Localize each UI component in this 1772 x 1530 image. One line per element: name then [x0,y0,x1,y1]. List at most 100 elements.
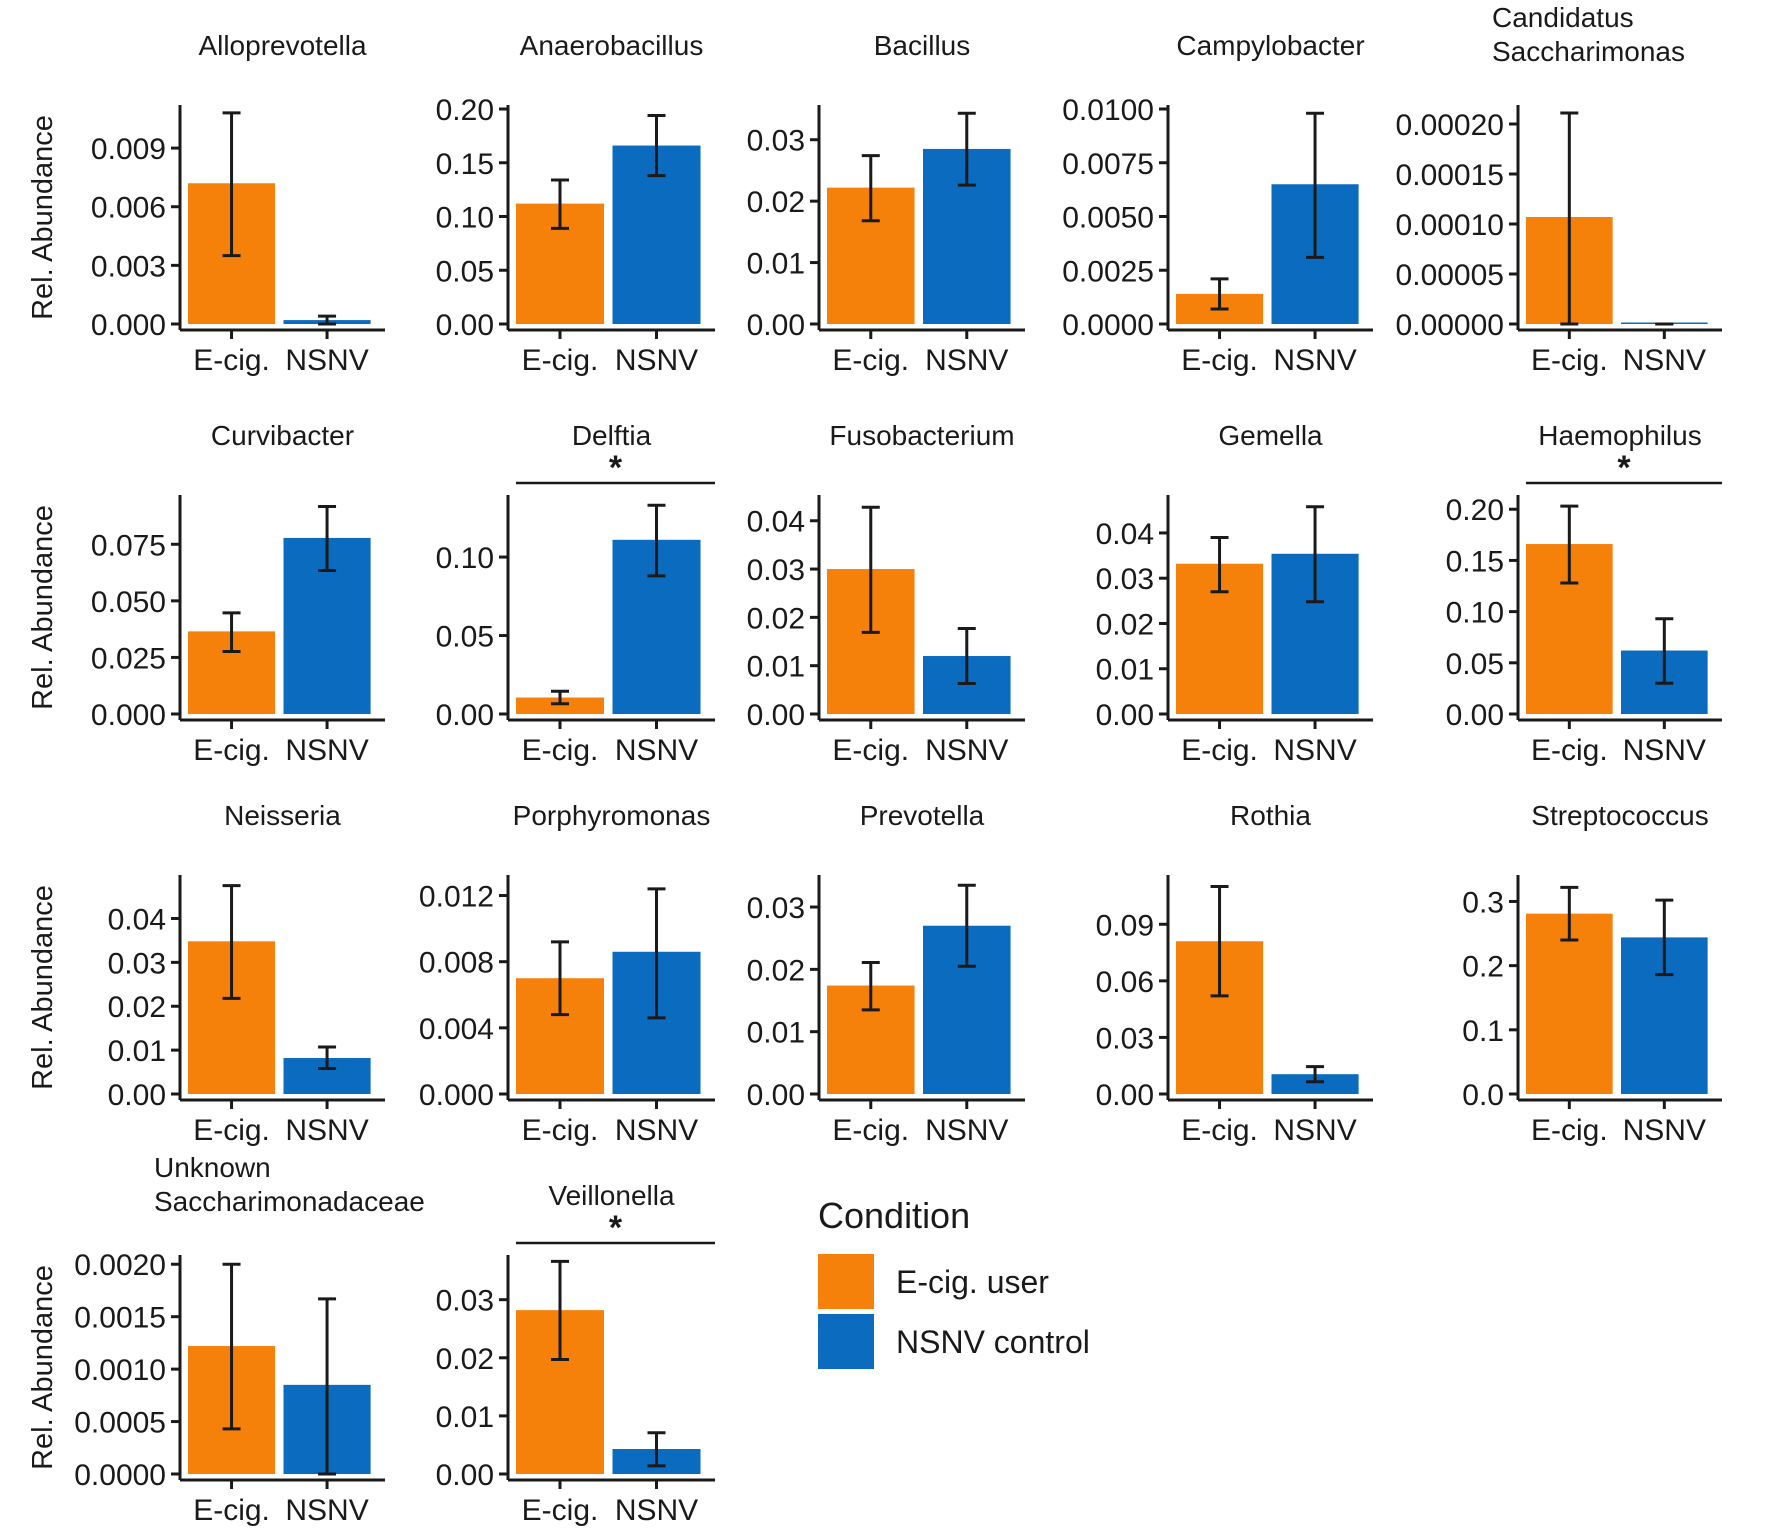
panel-title: Veillonella [548,1180,675,1211]
y-tick-label: 0.01 [747,651,805,684]
x-tick-label: NSNV [1623,344,1706,377]
chart-panel-3: 0.0000 0.0025 0.0050 0.0075 0.0100 E-cig. NSNV… [1062,30,1373,377]
y-tick-label: 0.012 [419,881,494,914]
panel-title: Delftia [572,420,652,451]
y-tick-label: 0.0005 [74,1407,166,1440]
y-tick-label: 0.050 [91,586,166,619]
y-tick-label: 0.10 [436,542,494,575]
x-tick-label: E-cig. [193,344,270,377]
y-tick-label: 0.02 [747,602,805,635]
panel-title: Haemophilus [1538,420,1701,451]
x-tick-label: E-cig. [193,1114,270,1147]
x-tick-label: NSNV [1273,1114,1356,1147]
y-tick-label: 0.02 [747,954,805,987]
x-tick-label: E-cig. [1181,734,1258,767]
x-tick-label: NSNV [285,734,368,767]
y-tick-label: 0.09 [1096,909,1154,942]
y-tick-label: 0.1 [1462,1015,1504,1048]
x-tick-label: NSNV [615,1494,698,1527]
panel-title: Bacillus [874,30,970,61]
y-tick-label: 0.3 [1462,886,1504,919]
x-tick-label: E-cig. [832,734,909,767]
y-tick-label: 0.03 [1096,1022,1154,1055]
legend-label-ecig: E-cig. user [896,1264,1049,1300]
y-tick-label: 0.00 [436,1459,494,1492]
chart-panel-11: 0.000 0.004 0.008 0.012 E-cig. NSNV Porphyromo… [419,800,715,1147]
y-tick-label: 0.00 [108,1079,166,1112]
y-tick-label: 0.0075 [1062,148,1154,181]
panel-title: Prevotella [860,800,985,831]
y-tick-label: 0.03 [436,1285,494,1318]
panel-title: Fusobacterium [829,420,1014,451]
y-tick-label: 0.006 [91,192,166,225]
chart-panel-4: 0.00000 0.00005 0.00010 0.00015 0.00020 E-cig… [1396,2,1722,377]
y-tick-label: 0.00 [1096,699,1154,732]
y-tick-label: 0.009 [91,133,166,166]
x-tick-label: E-cig. [522,1494,599,1527]
x-tick-label: NSNV [285,344,368,377]
legend-label-nsnv: NSNV control [896,1324,1090,1360]
y-tick-label: 0.01 [747,1017,805,1050]
x-tick-label: E-cig. [522,1114,599,1147]
legend-title: Condition [818,1195,970,1236]
y-tick-label: 0.15 [1446,545,1504,578]
significance-star: * [1617,449,1631,487]
x-tick-label: E-cig. [1531,734,1608,767]
y-tick-label: 0.01 [747,248,805,281]
y-tick-label: 0.000 [91,309,166,342]
chart-panel-12: 0.00 0.01 0.02 0.03 E-cig. NSNV Prevotella [747,800,1025,1147]
y-tick-label: 0.025 [91,642,166,675]
y-tick-label: 0.04 [1096,518,1154,551]
x-tick-label: E-cig. [193,1494,270,1527]
y-tick-label: 0.05 [436,255,494,288]
y-tick-label: 0.00005 [1396,259,1504,292]
y-tick-label: 0.00010 [1396,209,1504,242]
chart-panel-6: 0.00 0.05 0.10 E-cig. NSNV Delftia* [436,420,715,767]
y-tick-label: 0.003 [91,250,166,283]
panels: 0.000 0.003 0.006 0.009 E-cig. NSNV Alloprevot… [27,2,1722,1527]
y-tick-label: 0.04 [108,903,166,936]
chart-panel-16: 0.00 0.01 0.02 0.03 E-cig. NSNV Veillonella* [436,1180,715,1527]
y-axis-label: Rel. Abundance [27,115,59,320]
y-tick-label: 0.00 [747,1079,805,1112]
y-tick-label: 0.0000 [1062,309,1154,342]
y-tick-label: 0.01 [436,1401,494,1434]
y-tick-label: 0.008 [419,947,494,980]
panel-title: Saccharimonas [1492,36,1685,67]
panel-title: Gemella [1218,420,1323,451]
panel-title: Alloprevotella [198,30,367,61]
y-tick-label: 0.20 [1446,494,1504,527]
y-tick-label: 0.004 [419,1013,494,1046]
legend: Condition E-cig. user NSNV control [818,1195,1090,1369]
y-tick-label: 0.05 [1446,648,1504,681]
y-tick-label: 0.03 [1096,563,1154,596]
legend-swatch-nsnv [818,1314,874,1369]
panel-title: Rothia [1230,800,1311,831]
x-tick-label: NSNV [1273,734,1356,767]
panel-title: Streptococcus [1531,800,1708,831]
x-tick-label: E-cig. [832,1114,909,1147]
chart-panel-15: 0.0000 0.0005 0.0010 0.0015 0.0020 E-cig. NSNV… [27,1152,425,1527]
panel-title: Campylobacter [1176,30,1364,61]
y-tick-label: 0.04 [747,506,805,539]
x-tick-label: E-cig. [1181,344,1258,377]
bar-ecig [516,697,605,714]
y-tick-label: 0.00020 [1396,109,1504,142]
x-tick-label: NSNV [285,1114,368,1147]
y-tick-label: 0.0000 [74,1459,166,1492]
y-tick-label: 0.075 [91,529,166,562]
significance-star: * [609,449,623,487]
y-tick-label: 0.00 [747,309,805,342]
y-tick-label: 0.02 [747,186,805,219]
y-tick-label: 0.02 [436,1343,494,1376]
y-tick-label: 0.03 [108,947,166,980]
y-tick-label: 0.0010 [74,1354,166,1387]
y-tick-label: 0.06 [1096,966,1154,999]
y-tick-label: 0.03 [747,892,805,925]
panel-title: Candidatus [1492,2,1634,33]
y-tick-label: 0.01 [1096,654,1154,687]
x-tick-label: NSNV [1273,344,1356,377]
chart-panel-10: 0.00 0.01 0.02 0.03 0.04 E-cig. NSNV Neisseria R… [27,800,385,1147]
x-tick-label: NSNV [1623,1114,1706,1147]
panel-title: Anaerobacillus [520,30,704,61]
